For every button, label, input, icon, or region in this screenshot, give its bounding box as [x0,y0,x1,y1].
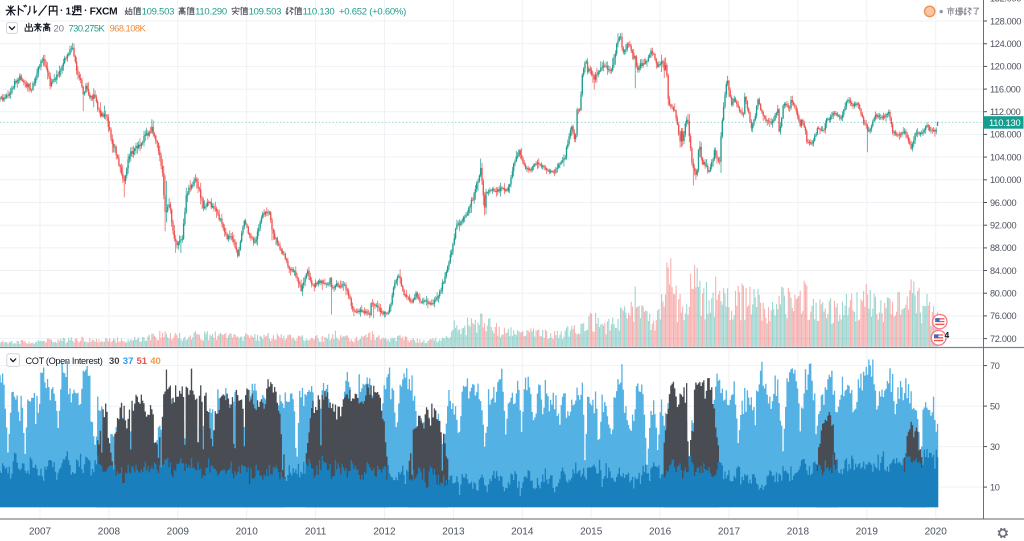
svg-text:2017: 2017 [718,527,741,538]
svg-text:FXCM: FXCM [90,6,118,17]
svg-text:4: 4 [945,330,950,340]
svg-text:2012: 2012 [373,527,396,538]
svg-text:132.000: 132.000 [990,0,1021,4]
svg-text:730.275K: 730.275K [69,22,106,33]
svg-text:1: 1 [66,7,72,18]
svg-text:110.290: 110.290 [195,6,227,17]
svg-text:100.000: 100.000 [990,175,1021,185]
svg-text:2013: 2013 [442,527,465,538]
svg-text:2010: 2010 [236,527,259,538]
svg-text:37: 37 [123,356,134,367]
svg-text:96.000: 96.000 [990,198,1016,208]
svg-text:·: · [84,6,87,17]
svg-text:70: 70 [990,361,1000,371]
svg-text:104.000: 104.000 [990,152,1021,162]
svg-text:10: 10 [990,482,1000,492]
svg-text:2008: 2008 [98,527,121,538]
svg-text:72.000: 72.000 [990,334,1016,344]
svg-text:·: · [60,6,63,17]
svg-text:30: 30 [990,442,1000,452]
svg-text:2009: 2009 [167,527,190,538]
svg-text:50: 50 [990,401,1000,411]
svg-text:51: 51 [137,356,148,367]
svg-text:2018: 2018 [787,527,810,538]
svg-text:2014: 2014 [511,527,534,538]
svg-text:20: 20 [54,23,65,34]
svg-text:2007: 2007 [29,527,52,538]
svg-text:88.000: 88.000 [990,243,1016,253]
svg-text:+0.652 (+0.60%): +0.652 (+0.60%) [339,6,406,17]
svg-text:92.000: 92.000 [990,221,1016,231]
svg-text:80.000: 80.000 [990,289,1016,299]
svg-text:110.130: 110.130 [303,6,335,17]
svg-text:968.108K: 968.108K [110,22,147,33]
svg-text:76.000: 76.000 [990,311,1016,321]
svg-text:40: 40 [150,356,161,367]
svg-text:COT (Open Interest): COT (Open Interest) [26,356,103,366]
svg-text:109.503: 109.503 [249,6,282,17]
svg-text:2015: 2015 [580,527,603,538]
svg-text:30: 30 [109,356,120,367]
svg-text:84.000: 84.000 [990,266,1016,276]
svg-text:2011: 2011 [305,527,327,538]
svg-text:2016: 2016 [649,527,672,538]
svg-text:128.000: 128.000 [990,16,1021,26]
svg-text:109.503: 109.503 [142,6,175,17]
svg-text:2019: 2019 [856,527,879,538]
svg-text:110.130: 110.130 [989,117,1020,128]
svg-text:2020: 2020 [925,527,948,538]
svg-text:112.000: 112.000 [990,107,1021,117]
svg-text:116.000: 116.000 [990,84,1021,94]
svg-text:108.000: 108.000 [990,130,1021,140]
svg-text:120.000: 120.000 [990,62,1021,72]
svg-text:124.000: 124.000 [990,39,1021,49]
